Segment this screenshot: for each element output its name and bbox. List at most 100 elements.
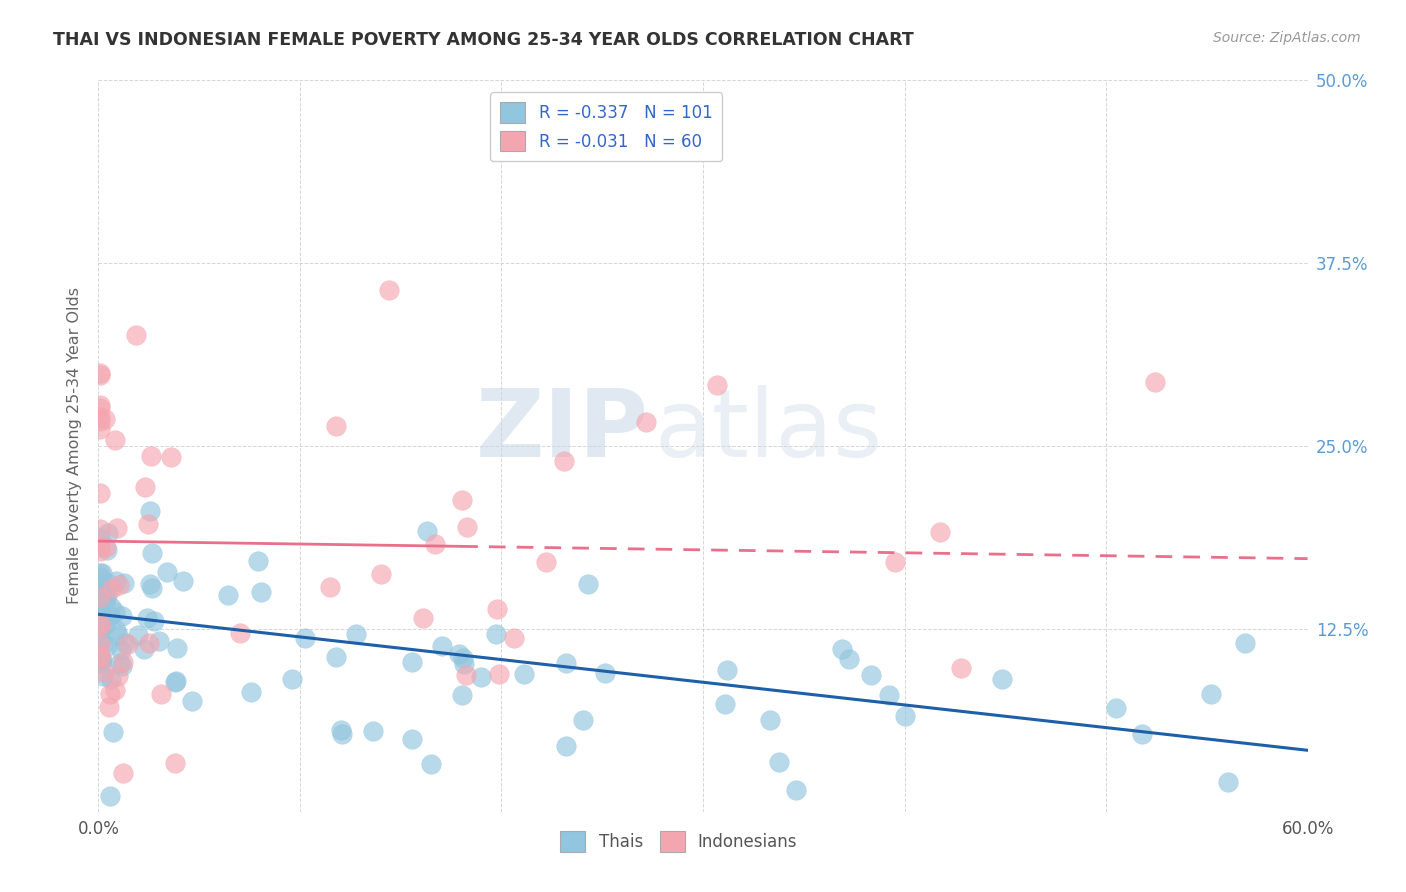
- Point: [93, 412, 115, 426]
- Point: [485, 626, 508, 640]
- Point: [716, 663, 738, 677]
- Point: [134, 480, 156, 494]
- Point: [89, 648, 111, 663]
- Text: THAI VS INDONESIAN FEMALE POVERTY AMONG 25-34 YEAR OLDS CORRELATION CHART: THAI VS INDONESIAN FEMALE POVERTY AMONG …: [53, 31, 914, 49]
- Point: [107, 627, 129, 641]
- Point: [572, 714, 595, 728]
- Point: [93, 588, 115, 602]
- Point: [108, 577, 131, 591]
- Point: [89, 540, 111, 554]
- Point: [451, 651, 474, 665]
- Point: [104, 683, 127, 698]
- Point: [104, 623, 127, 637]
- Point: [98, 577, 121, 591]
- Point: [94, 618, 117, 632]
- Point: [165, 756, 187, 770]
- Point: [117, 636, 139, 650]
- Point: [89, 633, 111, 648]
- Point: [89, 544, 111, 558]
- Point: [634, 415, 657, 429]
- Point: [139, 577, 162, 591]
- Point: [456, 520, 478, 534]
- Point: [139, 503, 162, 517]
- Point: [89, 367, 111, 381]
- Point: [96, 588, 118, 602]
- Point: [423, 537, 446, 551]
- Point: [136, 611, 159, 625]
- Point: [165, 674, 187, 689]
- Point: [132, 642, 155, 657]
- Point: [89, 623, 111, 637]
- Point: [246, 554, 269, 568]
- Point: [451, 688, 474, 702]
- Point: [98, 700, 121, 714]
- Point: [831, 642, 853, 657]
- Point: [89, 570, 111, 584]
- Point: [894, 709, 917, 723]
- Point: [89, 522, 111, 536]
- Point: [447, 647, 470, 661]
- Point: [332, 726, 354, 740]
- Text: ZIP: ZIP: [475, 385, 648, 477]
- Point: [110, 609, 132, 624]
- Point: [768, 755, 790, 769]
- Point: [166, 640, 188, 655]
- Point: [1143, 376, 1166, 390]
- Point: [416, 524, 439, 538]
- Point: [149, 687, 172, 701]
- Point: [229, 626, 252, 640]
- Point: [554, 656, 576, 670]
- Point: [139, 449, 162, 463]
- Point: [89, 616, 111, 631]
- Point: [91, 669, 114, 683]
- Point: [250, 584, 273, 599]
- Y-axis label: Female Poverty Among 25-34 Year Olds: Female Poverty Among 25-34 Year Olds: [67, 287, 83, 605]
- Point: [486, 602, 509, 616]
- Text: Source: ZipAtlas.com: Source: ZipAtlas.com: [1213, 31, 1361, 45]
- Text: atlas: atlas: [655, 385, 883, 477]
- Point: [148, 633, 170, 648]
- Point: [141, 581, 163, 595]
- Point: [105, 521, 128, 535]
- Point: [503, 631, 526, 645]
- Point: [344, 627, 367, 641]
- Point: [94, 540, 117, 554]
- Point: [112, 575, 135, 590]
- Point: [860, 668, 883, 682]
- Point: [107, 669, 129, 683]
- Point: [89, 577, 111, 591]
- Point: [329, 723, 352, 737]
- Point: [89, 619, 111, 633]
- Point: [89, 603, 111, 617]
- Point: [785, 783, 807, 797]
- Point: [453, 657, 475, 671]
- Point: [555, 739, 578, 753]
- Point: [93, 665, 115, 679]
- Point: [378, 283, 401, 297]
- Point: [103, 605, 125, 619]
- Point: [97, 525, 120, 540]
- Point: [419, 756, 441, 771]
- Point: [90, 605, 112, 619]
- Point: [513, 666, 536, 681]
- Point: [89, 607, 111, 621]
- Point: [163, 675, 186, 690]
- Point: [838, 652, 860, 666]
- Point: [104, 574, 127, 589]
- Point: [143, 614, 166, 628]
- Point: [90, 653, 112, 667]
- Point: [100, 600, 122, 615]
- Point: [90, 566, 112, 581]
- Point: [89, 486, 111, 500]
- Point: [89, 617, 111, 632]
- Point: [1130, 727, 1153, 741]
- Point: [89, 531, 111, 545]
- Point: [929, 524, 952, 539]
- Point: [706, 378, 728, 392]
- Point: [89, 615, 111, 629]
- Point: [1105, 701, 1128, 715]
- Legend: Thais, Indonesians: Thais, Indonesians: [554, 824, 804, 858]
- Point: [89, 401, 111, 415]
- Point: [101, 582, 124, 596]
- Point: [319, 580, 342, 594]
